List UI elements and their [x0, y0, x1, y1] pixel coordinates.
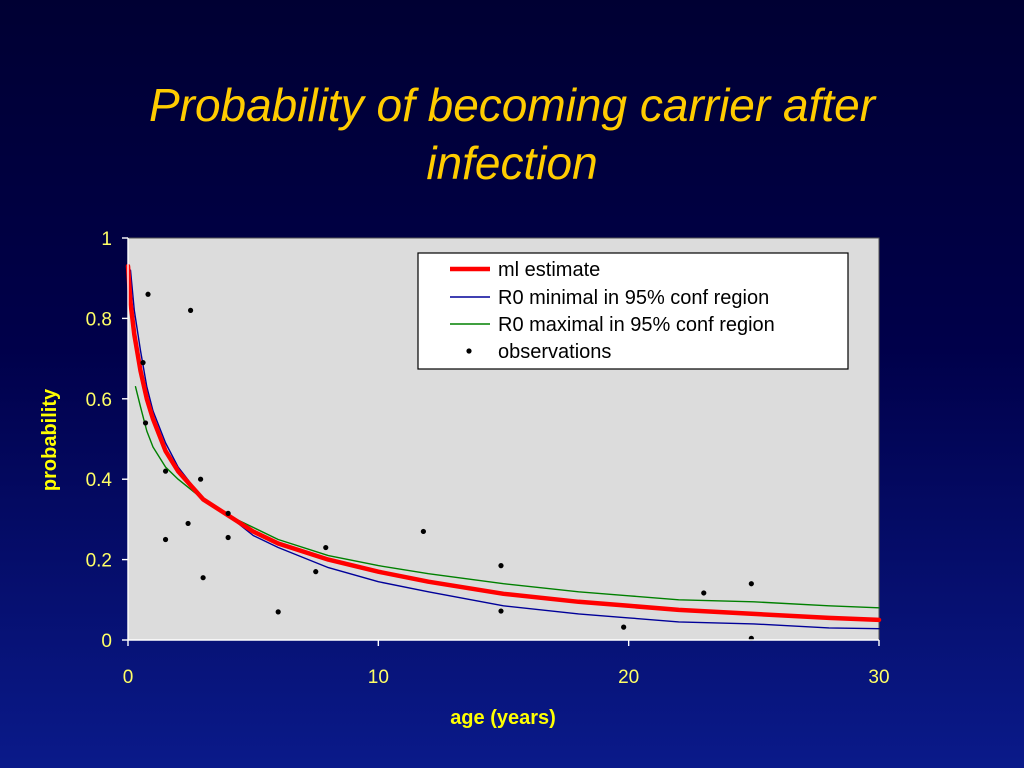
y-tick-label: 0.6	[86, 390, 112, 411]
observation-point	[275, 609, 281, 615]
y-tick-label: 1	[101, 229, 112, 250]
y-axis-title: probability	[39, 388, 61, 491]
axis-layer: 00.20.40.60.810 10 20 30	[86, 229, 890, 688]
r0-minimal-line	[129, 269, 880, 630]
observation-point	[420, 528, 426, 535]
observation-point	[313, 569, 319, 575]
x-axis-title: age (years)	[450, 707, 556, 729]
series-layer	[125, 263, 882, 641]
observation-point	[162, 468, 169, 474]
observation-point	[323, 544, 329, 551]
observation-point	[498, 563, 504, 569]
legend-label: ml estimate	[498, 259, 600, 281]
y-tick-label: 0	[101, 631, 112, 652]
observation-point	[225, 510, 231, 516]
legend-label: R0 maximal in 95% conf region	[498, 314, 775, 336]
legend-box	[417, 252, 849, 370]
observation-point	[200, 575, 206, 581]
x-tick-label: 20	[618, 667, 639, 688]
y-tick-label: 0.2	[86, 551, 112, 572]
observation-point	[197, 476, 204, 482]
legend-label: R0 minimal in 95% conf region	[498, 287, 769, 309]
observation-point	[748, 581, 754, 587]
observation-point	[225, 534, 231, 541]
legend-observations-marker	[466, 348, 472, 354]
legend-label: observations	[498, 341, 611, 363]
x-tick-label: 30	[868, 667, 889, 688]
observation-point	[187, 307, 194, 313]
y-tick-label: 0.4	[86, 470, 113, 491]
observation-point	[140, 360, 146, 366]
observation-point	[185, 520, 191, 527]
observation-point	[498, 608, 504, 614]
observation-point	[142, 420, 149, 426]
observation-point	[621, 624, 627, 630]
ml-estimate-line	[125, 263, 882, 623]
r0-maximal-line	[134, 386, 880, 609]
observation-point	[162, 536, 169, 543]
observation-point	[701, 590, 707, 596]
observation-point	[145, 291, 151, 297]
legend: ml estimate R0 minimal in 95% conf region…	[417, 252, 849, 370]
slide-title: Probability of becoming carrier after in…	[148, 79, 876, 189]
y-tick-label: 0.8	[86, 309, 112, 330]
x-tick-label: 10	[368, 667, 389, 688]
x-tick-label: 0	[123, 667, 134, 688]
